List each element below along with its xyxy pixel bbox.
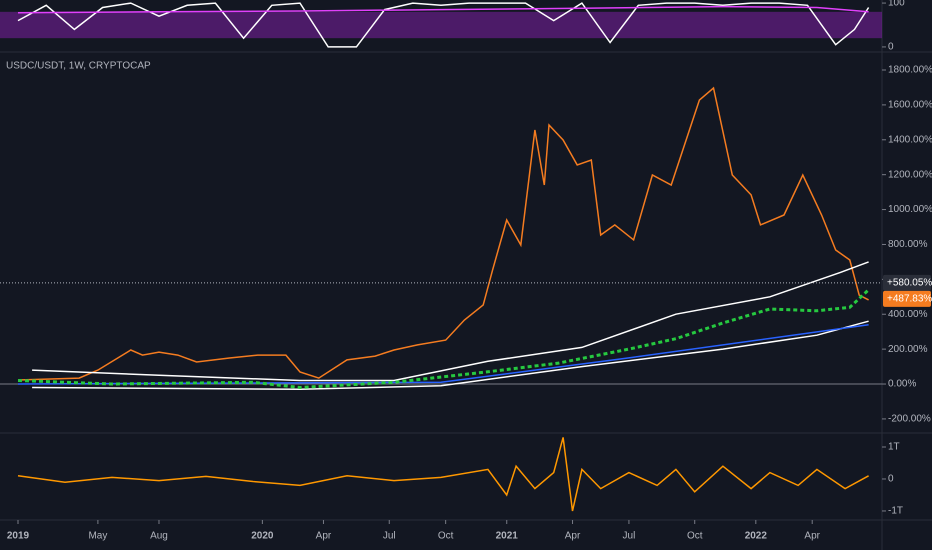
series-line: [17, 288, 870, 390]
series-line: [17, 5, 869, 14]
price-label: +580.05%: [887, 277, 932, 288]
x-tick-label: Apr: [804, 531, 820, 542]
series-line: [17, 86, 869, 381]
y-tick-label: 400.00%: [888, 309, 928, 320]
x-tick-label: 2020: [251, 531, 274, 542]
x-tick-label: 2021: [496, 531, 519, 542]
x-tick-label: Oct: [438, 531, 454, 542]
y-tick-label: 100: [888, 0, 905, 9]
price-label-box: [883, 274, 931, 291]
x-tick-label: Jul: [383, 531, 396, 542]
y-tick-label: -200.00%: [888, 414, 931, 425]
price-label-box: [883, 290, 931, 307]
y-tick-label: 800.00%: [888, 239, 928, 250]
series-line: [17, 2, 870, 48]
price-label: +487.83%: [887, 294, 932, 305]
y-tick-label: 1200.00%: [888, 169, 932, 180]
y-tick-label: 1600.00%: [888, 100, 932, 111]
x-tick-label: Apr: [316, 531, 332, 542]
y-tick-label: 0: [888, 42, 894, 53]
y-tick-label: 0.00%: [888, 379, 916, 390]
x-tick-label: 2019: [7, 531, 30, 542]
y-tick-label: -1T: [888, 506, 903, 517]
series-line: [32, 261, 869, 382]
x-tick-label: Jul: [623, 531, 636, 542]
x-tick-label: May: [88, 531, 107, 542]
series-line: [32, 320, 869, 391]
chart-title: USDC/USDT, 1W, CRYPTOCAP: [6, 61, 151, 72]
x-tick-label: Aug: [150, 531, 168, 542]
x-tick-label: Oct: [687, 531, 703, 542]
x-tick-label: Apr: [565, 531, 581, 542]
y-tick-label: 1800.00%: [888, 65, 932, 76]
y-tick-label: 0: [888, 474, 894, 485]
series-line: [17, 437, 869, 512]
y-tick-label: 200.00%: [888, 344, 928, 355]
y-tick-label: 1000.00%: [888, 204, 932, 215]
x-tick-label: 2022: [745, 531, 768, 542]
y-tick-label: 1T: [888, 442, 900, 453]
band: [0, 11, 882, 39]
y-tick-label: 1400.00%: [888, 134, 932, 145]
